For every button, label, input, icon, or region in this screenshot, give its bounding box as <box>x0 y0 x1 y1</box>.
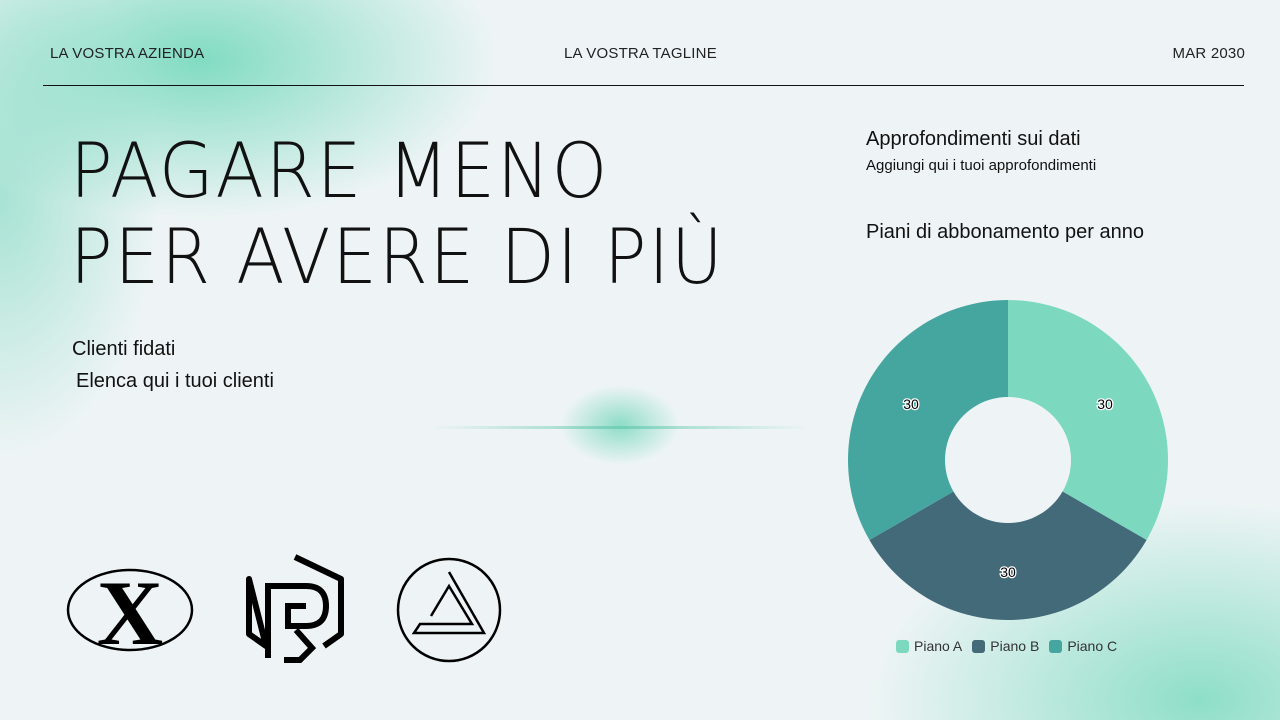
donut-slice-piano-c <box>848 300 1008 540</box>
legend-swatch <box>896 639 909 653</box>
legend-label: Piano C <box>1067 638 1118 654</box>
data-label: 30 <box>903 396 919 412</box>
donut-slice-piano-b <box>869 491 1147 620</box>
title-line-2: PER AVERE DI PIÙ <box>70 212 725 301</box>
legend-item-piano-c: Piano C <box>1049 638 1117 654</box>
legend-label: Piano A <box>914 638 963 654</box>
donut-slice-piano-a <box>1008 300 1168 540</box>
legend-swatch <box>972 639 986 653</box>
donut-chart: 30 30 30 <box>848 300 1168 620</box>
clients-heading: Clienti fidati <box>72 338 176 360</box>
chart-title: Piani di abbonamento per anno <box>866 221 1144 243</box>
clients-text: Elenca qui i tuoi clienti <box>76 370 274 392</box>
legend-swatch <box>1049 639 1063 653</box>
logo-x: X <box>66 562 194 660</box>
logo-r <box>246 554 344 663</box>
decorative-glow-line <box>430 426 810 429</box>
svg-text:X: X <box>97 562 163 660</box>
header-divider <box>43 85 1244 86</box>
date: MAR 2030 <box>1172 45 1245 62</box>
data-label: 30 <box>1097 396 1113 412</box>
title-line-1: PAGARE MENO <box>70 126 610 215</box>
legend-label: Piano B <box>990 638 1040 654</box>
data-label: 30 <box>1000 564 1016 580</box>
page-title: PAGARE MENO PER AVERE DI PIÙ <box>70 128 725 300</box>
legend-item-piano-b: Piano B <box>972 638 1039 654</box>
logo-triangle <box>396 557 502 663</box>
tagline: LA VOSTRA TAGLINE <box>564 45 717 62</box>
insights-text: Aggiungi qui i tuoi approfondimenti <box>866 157 1097 174</box>
chart-legend: Piano A Piano B Piano C <box>896 638 1117 654</box>
company-name: LA VOSTRA AZIENDA <box>50 45 205 62</box>
insights-heading: Approfondimenti sui dati <box>866 128 1081 150</box>
legend-item-piano-a: Piano A <box>896 638 962 654</box>
